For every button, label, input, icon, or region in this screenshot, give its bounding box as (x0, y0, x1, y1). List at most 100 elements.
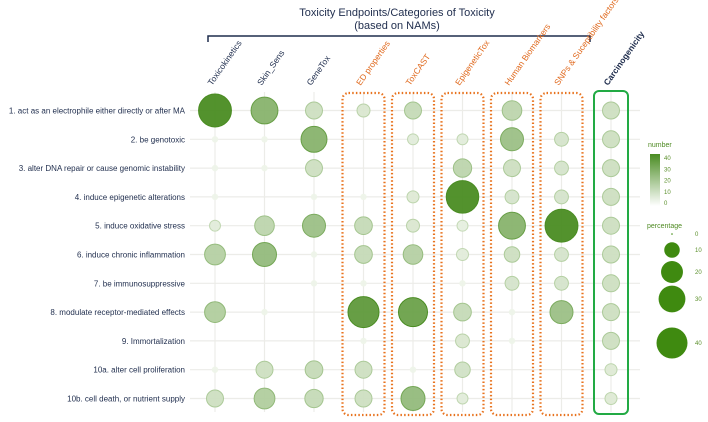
bubble-point (554, 275, 569, 291)
bubble-point (409, 366, 417, 373)
bubble-point (602, 187, 620, 206)
bubble-point (211, 164, 219, 172)
column-label: ED properties (354, 39, 392, 87)
bubble-point (354, 389, 373, 408)
bubble-point (508, 308, 516, 316)
legend-number-colorbar (650, 154, 660, 206)
legend-percentage-tick: 40 (695, 341, 702, 347)
column-label: Carcinogenicity (601, 29, 646, 87)
legend-number-tick: 30 (664, 167, 671, 173)
bubble-point (255, 360, 274, 379)
column-label: Toxicokinetics (205, 38, 243, 87)
bubble-point (445, 180, 480, 214)
bubble-point (456, 133, 469, 146)
bubble-point (209, 219, 221, 232)
row-label: 2. be genotoxic (131, 135, 185, 144)
column-label: EpigeneticTox (453, 37, 492, 87)
bubble-point (602, 245, 620, 264)
column-label: Human Biomarkers (502, 22, 552, 87)
column-label: ToxCAST (403, 52, 432, 87)
row-label: 6. induce chronic inflammation (77, 251, 185, 260)
bubble-point (455, 333, 470, 349)
bubble-point (310, 193, 318, 201)
bubble-point (305, 101, 323, 120)
bubble-point (402, 244, 424, 265)
column-label: Skin_Sens (255, 48, 287, 87)
bubble-point (406, 190, 420, 204)
category-bracket (207, 35, 591, 42)
bubble-point (310, 280, 318, 287)
bubble-point (305, 159, 323, 178)
bubble-point (498, 211, 526, 240)
bubble-point (456, 219, 469, 232)
bubble-point (304, 360, 324, 380)
bubble-point (549, 300, 574, 325)
bubble-point (354, 245, 373, 264)
bubble-point (211, 193, 219, 201)
bubble-point (459, 280, 466, 287)
bubble-point (604, 363, 618, 377)
legend-percentage-tick: 30 (695, 297, 702, 303)
row-label: 8. modulate receptor-mediated effects (50, 308, 185, 317)
bubble-point (500, 127, 524, 152)
row-label: 10a. alter cell proliferation (93, 366, 185, 375)
row-label: 5. induce oxidative stress (95, 222, 185, 231)
bubble-point (602, 303, 620, 322)
legend-percentage-title: percentage (647, 223, 682, 230)
highlight-box-orange (390, 91, 436, 417)
bubble-point (602, 130, 620, 149)
bubble-point (304, 388, 324, 409)
bubble-point (503, 159, 521, 178)
bubble-point (211, 136, 219, 143)
row-label: 3. alter DNA repair or cause genomic ins… (19, 164, 185, 173)
legend-percentage-tick: 20 (695, 270, 702, 276)
bubble-point (354, 360, 373, 379)
bubble-point (554, 131, 569, 147)
bubble-point (407, 133, 419, 146)
legend-percentage-circle (661, 261, 683, 283)
bubble-point (300, 125, 328, 153)
legend-percentage-circle (656, 327, 688, 359)
row-label: 1. act as an electrophile either directl… (9, 107, 186, 116)
bubble-point (250, 96, 279, 125)
bubble-point (453, 302, 472, 322)
highlight-box-orange (539, 91, 584, 417)
bubble-point (456, 392, 469, 405)
bubble-point (406, 218, 420, 233)
bubble-point (254, 215, 275, 237)
column-label: GeneTox (304, 53, 332, 87)
bubble-point (508, 337, 516, 345)
bubble-point (251, 241, 278, 268)
bubble-point (602, 331, 620, 350)
legend-number-tick: 40 (664, 156, 671, 162)
bubble-point (544, 208, 579, 243)
bubble-point (554, 189, 569, 205)
bubble-point (504, 275, 520, 291)
legend-number-tick: 20 (664, 179, 671, 185)
bubble-point (554, 247, 569, 262)
legend-percentage-circle (671, 233, 673, 235)
legend-number-tick: 0 (664, 201, 668, 207)
legend-percentage-tick: 10 (695, 248, 702, 254)
bubble-point (602, 101, 620, 120)
bubble-point (454, 361, 471, 378)
chart-title: Toxicity Endpoints/Categories of Toxicit… (299, 7, 495, 19)
row-label: 9. Immortalization (122, 337, 185, 346)
bubble-point (504, 189, 520, 205)
bubble-point (455, 247, 470, 262)
bubble-point (604, 391, 618, 406)
legend-number-title: number (648, 142, 672, 149)
bubble-point (356, 103, 371, 118)
bubble-point (347, 296, 380, 329)
bubble-point (360, 193, 367, 201)
bubble-point (204, 243, 226, 266)
chart-subtitle: (based on NAMs) (354, 20, 440, 32)
bubble-point (360, 280, 367, 287)
bubble-point (503, 246, 521, 263)
legend-percentage-circle (658, 285, 686, 313)
bubble-point (501, 100, 523, 121)
bubble-point (261, 164, 268, 172)
row-label: 7. be immunosuppressive (94, 279, 186, 288)
bubble-point (360, 337, 367, 345)
bubble-point (198, 93, 232, 128)
